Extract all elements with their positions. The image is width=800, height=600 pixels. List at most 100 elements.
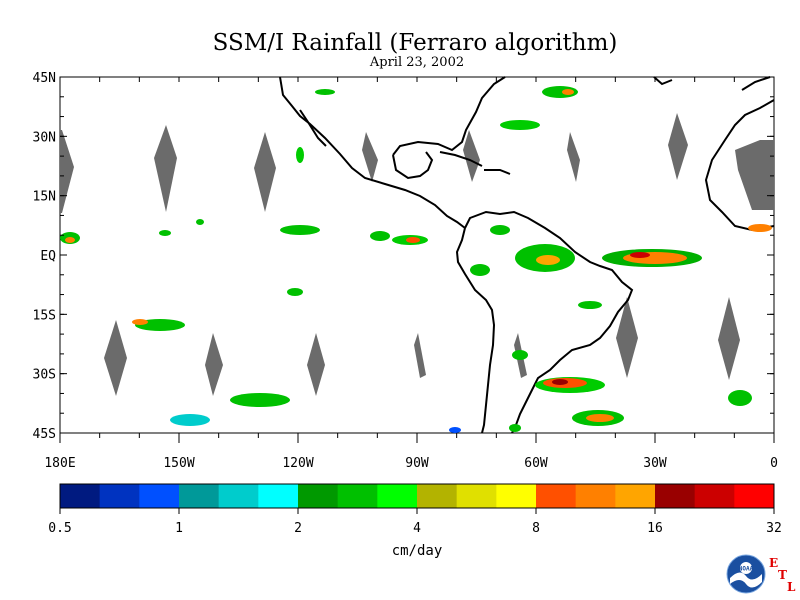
rain-patch	[552, 379, 568, 385]
rain-patch	[170, 414, 210, 426]
swath-gap	[254, 132, 276, 212]
rain-patch	[230, 393, 290, 407]
colorbar: 0.5 1 2 4 8 16 32	[48, 483, 782, 536]
swath-gap	[362, 132, 378, 182]
lat-label: 30S	[33, 368, 56, 383]
rain-patch	[500, 120, 540, 130]
rain-patch	[512, 350, 528, 360]
colorbar-swatch	[179, 484, 220, 508]
rain-patch	[65, 237, 75, 243]
lon-label: 60W	[524, 456, 548, 471]
coastline-north-america-west	[279, 76, 466, 229]
coastline-south-america	[464, 210, 634, 434]
swath-gap	[567, 132, 580, 182]
rain-patch	[406, 237, 420, 243]
coastline-baja	[299, 109, 327, 147]
coastline-cuba	[439, 151, 483, 167]
colorbar-tick-label: 32	[766, 521, 782, 536]
swath-gap	[205, 333, 223, 396]
lat-label: 45S	[33, 427, 56, 442]
rain-patch	[586, 414, 614, 422]
lon-label: 30W	[643, 456, 667, 471]
rain-patch	[280, 225, 320, 235]
swath-gap	[463, 130, 480, 182]
colorbar-swatch	[218, 484, 259, 508]
lon-label: 0	[770, 456, 778, 471]
lat-label: 15S	[33, 308, 56, 323]
rain-patch	[630, 252, 650, 258]
rain-patch	[315, 89, 335, 95]
lon-label: 90W	[405, 456, 429, 471]
colorbar-tick-label: 1	[175, 521, 183, 536]
colorbar-unit-label: cm/day	[392, 543, 443, 559]
rain-patch	[370, 231, 390, 241]
colorbar-swatch	[298, 484, 339, 508]
rain-patch	[562, 89, 574, 95]
coastline-north-america-east	[392, 76, 506, 156]
swath-gap	[718, 297, 740, 380]
colorbar-swatch	[99, 484, 140, 508]
swath-gap	[668, 113, 688, 180]
colorbar-tick-label: 4	[413, 521, 421, 536]
colorbar-swatch	[694, 484, 735, 508]
swath-gap	[616, 297, 638, 378]
rain-patch	[542, 86, 578, 98]
colorbar-tick-label: 8	[532, 521, 540, 536]
rain-patch	[470, 264, 490, 276]
etl-letter-t: T	[778, 568, 787, 582]
lat-label: EQ	[40, 249, 56, 264]
colorbar-swatch	[655, 484, 696, 508]
colorbar-swatch	[456, 484, 497, 508]
map-date: April 23, 2002	[369, 55, 465, 70]
colorbar-swatch	[734, 484, 775, 508]
colorbar-swatch	[575, 484, 616, 508]
colorbar-tick-label: 2	[294, 521, 302, 536]
rain-patch	[196, 219, 204, 225]
map-title: SSM/I Rainfall (Ferraro algorithm)	[212, 30, 618, 56]
etl-letter-e: E	[769, 556, 779, 570]
colorbar-swatch	[536, 484, 577, 508]
coastlines	[279, 76, 775, 434]
lon-label: 180E	[44, 456, 75, 471]
coastline-africa	[704, 99, 775, 232]
colorbar-swatch	[496, 484, 537, 508]
rain-patch	[748, 224, 772, 232]
colorbar-swatch	[258, 484, 299, 508]
lon-label: 150W	[163, 456, 194, 471]
noaa-logo-icon: NOAA	[726, 554, 766, 594]
rain-patch	[159, 230, 171, 236]
swath-gap	[60, 130, 74, 213]
swath-gap	[104, 320, 127, 396]
coastline-hispaniola	[484, 169, 511, 175]
lat-label: 45N	[33, 71, 56, 86]
swath-gap	[307, 333, 325, 396]
swath-gap	[154, 125, 177, 212]
colorbar-tick-label: 16	[647, 521, 663, 536]
colorbar-swatch	[139, 484, 180, 508]
rain-patch	[287, 288, 303, 296]
colorbar-tick-label: 0.5	[48, 521, 71, 536]
noaa-logo-text: NOAA	[739, 566, 754, 573]
colorbar-swatch	[417, 484, 458, 508]
rain-patch	[728, 390, 752, 406]
rain-patch	[132, 319, 148, 325]
swath-gap	[414, 333, 426, 378]
rain-patch	[536, 255, 560, 265]
africa-no-data-area	[735, 140, 774, 210]
map-axes: 45N 30N 15N EQ 15S 30S 45S 180E 150W 120W 90W 60W 30…	[33, 71, 778, 471]
coastline-south-america-west	[455, 227, 496, 434]
lat-label: 30N	[33, 130, 56, 145]
rain-patch	[296, 147, 304, 163]
rain-patch	[509, 424, 521, 432]
rain-patch	[449, 427, 461, 433]
no-data-swath-gaps	[60, 113, 740, 396]
lat-label: 15N	[33, 190, 56, 205]
colorbar-swatch	[337, 484, 378, 508]
lon-label: 120W	[282, 456, 313, 471]
colorbar-swatch	[60, 484, 101, 508]
rain-patch	[578, 301, 602, 309]
coastline-greenland	[653, 76, 673, 86]
coastline-yucatan	[392, 151, 434, 180]
rainfall-areas	[60, 86, 772, 433]
